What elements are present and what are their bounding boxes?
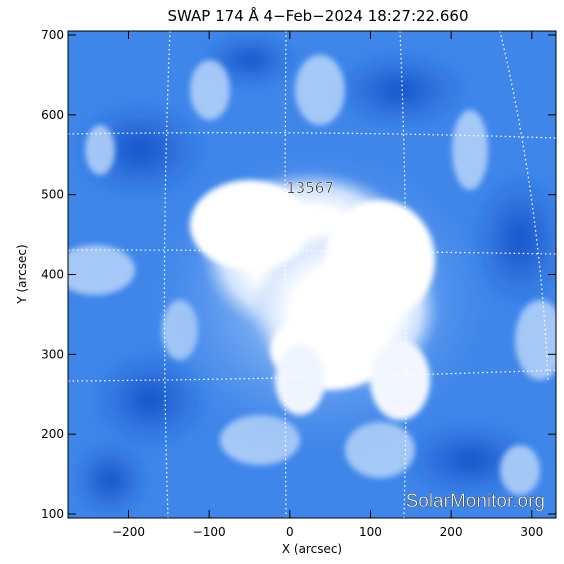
y-tick-label: 500: [41, 188, 64, 202]
y-tick-label: 100: [41, 507, 64, 521]
x-axis: −200 −100 0 100 200 300: [112, 31, 543, 539]
x-tick-label: 100: [359, 525, 382, 539]
active-region-label: 13567: [286, 179, 334, 197]
y-tick-label: 200: [41, 427, 64, 441]
heliographic-grid: [68, 31, 556, 518]
x-tick-label: 200: [440, 525, 463, 539]
watermark-text: SolarMonitor.org: [406, 491, 545, 512]
x-tick-label: −100: [193, 525, 226, 539]
x-tick-label: 0: [286, 525, 294, 539]
y-tick-label: 400: [41, 268, 64, 282]
y-tick-label: 300: [41, 347, 64, 361]
y-tick-label: 700: [41, 28, 64, 42]
x-tick-label: −200: [112, 525, 145, 539]
x-axis-label: X (arcsec): [282, 542, 342, 556]
y-axis: 100 200 300 400 500 600 700: [41, 28, 556, 521]
y-tick-label: 600: [41, 108, 64, 122]
plot-title: SWAP 174 Å 4−Feb−2024 18:27:22.660: [168, 6, 469, 25]
y-axis-label: Y (arcsec): [15, 244, 29, 304]
x-tick-label: 300: [520, 525, 543, 539]
active-region-core: [190, 170, 440, 420]
solar-image: [68, 31, 556, 518]
